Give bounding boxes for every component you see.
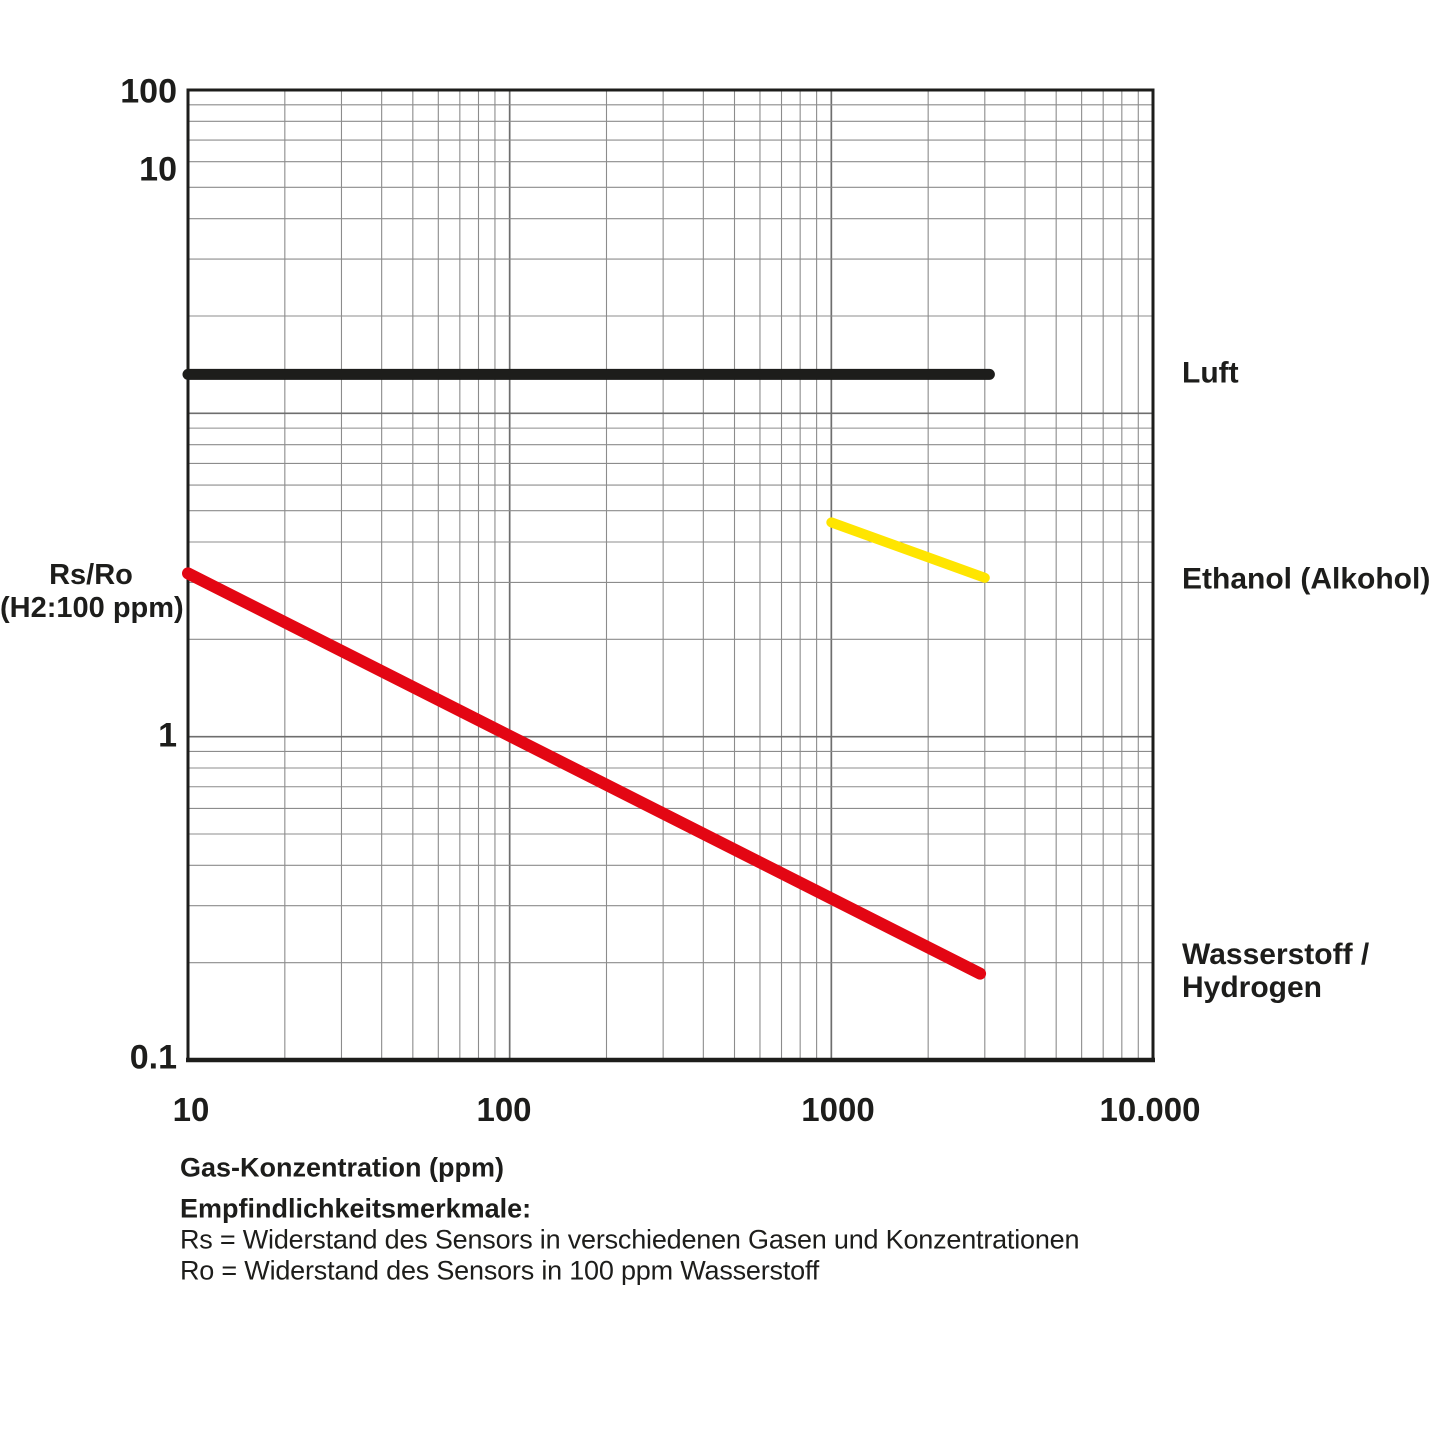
legend-label-hydrogen-line1: Wasserstoff / <box>1182 938 1370 971</box>
y-axis-title-line1: Rs/Ro <box>49 559 133 591</box>
ytick-1: 1 <box>158 716 177 755</box>
y-axis-title-line2: (H2:100 ppm) <box>0 592 184 624</box>
footnote-heading: Empfindlichkeitsmerkmale: <box>180 1193 532 1224</box>
legend-label-luft: Luft <box>1182 356 1239 390</box>
xtick-10000: 10.000 <box>1099 1091 1201 1128</box>
plot-border <box>186 88 1155 1062</box>
ytick-10: 10 <box>139 150 177 189</box>
xtick-100: 100 <box>476 1091 532 1128</box>
legend-label-hydrogen: Wasserstoff / Hydrogen <box>1182 938 1369 1004</box>
footnote-ro: Ro = Widerstand des Sensors in 100 ppm W… <box>180 1255 820 1286</box>
xtick-10: 10 <box>172 1091 210 1128</box>
footnote-rs: Rs = Widerstand des Sensors in verschied… <box>180 1224 1080 1255</box>
series-line-ethanol-alkohol <box>826 517 990 583</box>
xtick-1000: 1000 <box>801 1091 875 1128</box>
y-axis-title: Rs/Ro (H2:100 ppm) <box>0 559 184 625</box>
x-axis-title: Gas-Konzentration (ppm) <box>180 1152 504 1183</box>
ytick-100: 100 <box>120 72 177 111</box>
legend-label-ethanol: Ethanol (Alkohol) <box>1182 562 1430 596</box>
ytick-0-1: 0.1 <box>129 1038 177 1077</box>
legend-label-hydrogen-line2: Hydrogen <box>1182 971 1323 1004</box>
series-line-wasserstoff-hydrogen <box>182 567 987 980</box>
